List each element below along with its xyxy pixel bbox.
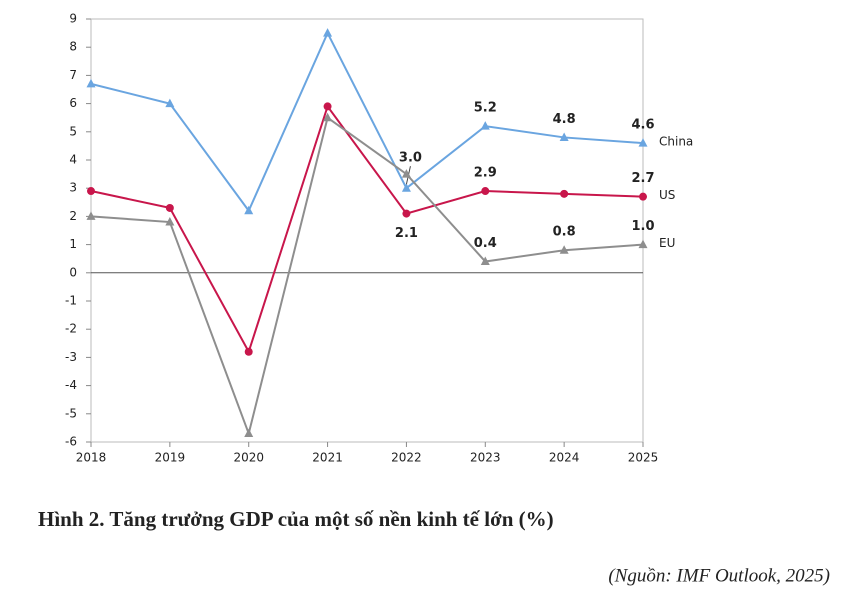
y-tick-label: 8 xyxy=(69,40,77,54)
y-tick-label: 9 xyxy=(69,12,77,26)
series-name: EU xyxy=(659,236,675,250)
marker xyxy=(402,209,411,218)
data-label: 0.8 xyxy=(553,225,576,240)
source: (Nguồn: IMF Outlook, 2025) xyxy=(608,565,830,586)
data-label: 2.1 xyxy=(395,226,418,241)
x-tick-label: 2020 xyxy=(233,451,264,465)
marker xyxy=(401,169,411,178)
x-tick-label: 2019 xyxy=(155,451,186,465)
data-label: 5.2 xyxy=(474,101,497,116)
x-tick-label: 2023 xyxy=(470,451,501,465)
marker xyxy=(480,256,490,266)
y-tick-label: 1 xyxy=(69,237,77,251)
series-name: US xyxy=(659,188,675,202)
y-tick-label: 6 xyxy=(69,96,77,110)
marker xyxy=(559,245,569,254)
data-label: 2.9 xyxy=(474,166,497,181)
x-tick-label: 2022 xyxy=(391,451,422,465)
y-tick-label: -1 xyxy=(65,294,77,308)
data-label: 2.7 xyxy=(631,171,654,186)
y-tick-label: 5 xyxy=(69,124,77,138)
chart-title: Hình 2. Tăng trưởng GDP của một số nền k… xyxy=(38,507,554,531)
data-label: 3.0 xyxy=(399,151,422,166)
marker xyxy=(638,239,648,249)
marker xyxy=(87,187,95,196)
marker xyxy=(86,211,96,220)
x-tick-label: 2024 xyxy=(549,451,580,465)
series-name: China xyxy=(659,135,693,149)
marker xyxy=(480,121,490,130)
data-label: 4.6 xyxy=(631,118,654,133)
data-label: 1.0 xyxy=(631,219,654,234)
marker xyxy=(560,189,569,198)
marker xyxy=(323,112,333,122)
y-tick-label: 3 xyxy=(69,181,77,195)
plot-frame xyxy=(90,18,644,443)
marker xyxy=(244,428,254,438)
y-tick-label: 2 xyxy=(69,209,77,223)
x-tick-label: 2021 xyxy=(312,451,343,465)
marker xyxy=(86,78,96,88)
marker xyxy=(559,132,569,141)
marker xyxy=(638,138,648,147)
marker xyxy=(165,217,175,226)
marker xyxy=(244,347,253,356)
y-tick-label: -4 xyxy=(65,378,77,392)
marker xyxy=(323,28,333,37)
data-label: 0.4 xyxy=(474,236,497,251)
y-tick-label: -2 xyxy=(65,322,77,336)
y-tick-label: 0 xyxy=(69,265,77,279)
series-line xyxy=(90,104,644,355)
y-tick-label: 4 xyxy=(69,153,77,167)
marker xyxy=(165,203,174,212)
marker xyxy=(323,102,332,111)
x-tick-label: 2018 xyxy=(76,451,107,465)
marker xyxy=(639,192,647,201)
y-tick-label: -6 xyxy=(65,435,77,449)
marker xyxy=(165,98,175,108)
series-line xyxy=(90,30,644,213)
marker xyxy=(481,187,490,196)
marker xyxy=(401,183,411,192)
data-label: 4.8 xyxy=(553,112,576,127)
y-tick-label: -5 xyxy=(65,406,77,420)
y-tick-label: -3 xyxy=(65,350,77,364)
y-tick-label: 7 xyxy=(69,68,77,82)
x-tick-label: 2025 xyxy=(628,451,659,465)
series-line xyxy=(90,116,644,437)
marker xyxy=(244,205,254,215)
